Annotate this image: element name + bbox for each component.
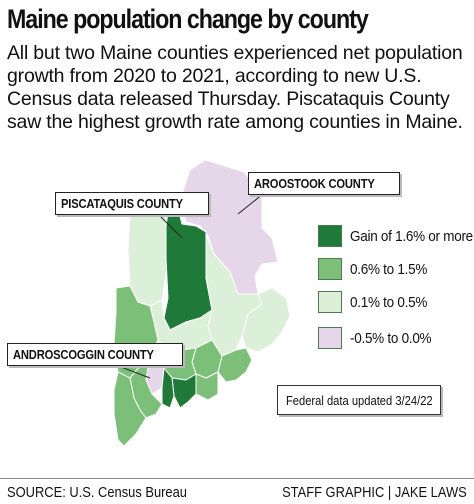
- callout-aroostook: AROOSTOOK COUNTY: [248, 172, 401, 195]
- subtitle: All but two Maine counties experienced n…: [7, 42, 463, 133]
- county-lincoln[interactable]: [171, 373, 197, 409]
- county-franklin[interactable]: [127, 207, 169, 307]
- data-update-note: Federal data updated 3/24/22: [277, 385, 441, 415]
- callout-androscoggin: ANDROSCOGGIN COUNTY: [7, 343, 183, 366]
- legend-swatch: [318, 327, 342, 349]
- legend-swatch: [318, 258, 342, 280]
- page-title: Maine population change by county: [7, 4, 369, 34]
- legend-label: 0.6% to 1.5%: [350, 260, 428, 278]
- legend-item-loss: -0.5% to 0.0%: [318, 326, 440, 350]
- county-york[interactable]: [113, 371, 147, 447]
- legend-swatch: [318, 225, 342, 247]
- footer: SOURCE: U.S. Census Bureau STAFF GRAPHIC…: [0, 478, 474, 504]
- legend-label: -0.5% to 0.0%: [350, 329, 432, 347]
- source-credit: SOURCE: U.S. Census Bureau: [7, 484, 187, 501]
- legend-label: 0.1% to 0.5%: [350, 293, 428, 311]
- legend-swatch: [318, 291, 342, 313]
- legend-item-moderate-gain: 0.6% to 1.5%: [318, 257, 436, 281]
- callout-piscataquis: PISCATAQUIS COUNTY: [55, 192, 209, 215]
- staff-credit: STAFF GRAPHIC | JAKE LAWS: [282, 484, 467, 501]
- legend-label: Gain of 1.6% or more: [350, 227, 473, 245]
- county-washington[interactable]: [241, 287, 291, 353]
- legend-item-high-gain: Gain of 1.6% or more: [318, 224, 474, 248]
- legend-item-small-gain: 0.1% to 0.5%: [318, 290, 436, 314]
